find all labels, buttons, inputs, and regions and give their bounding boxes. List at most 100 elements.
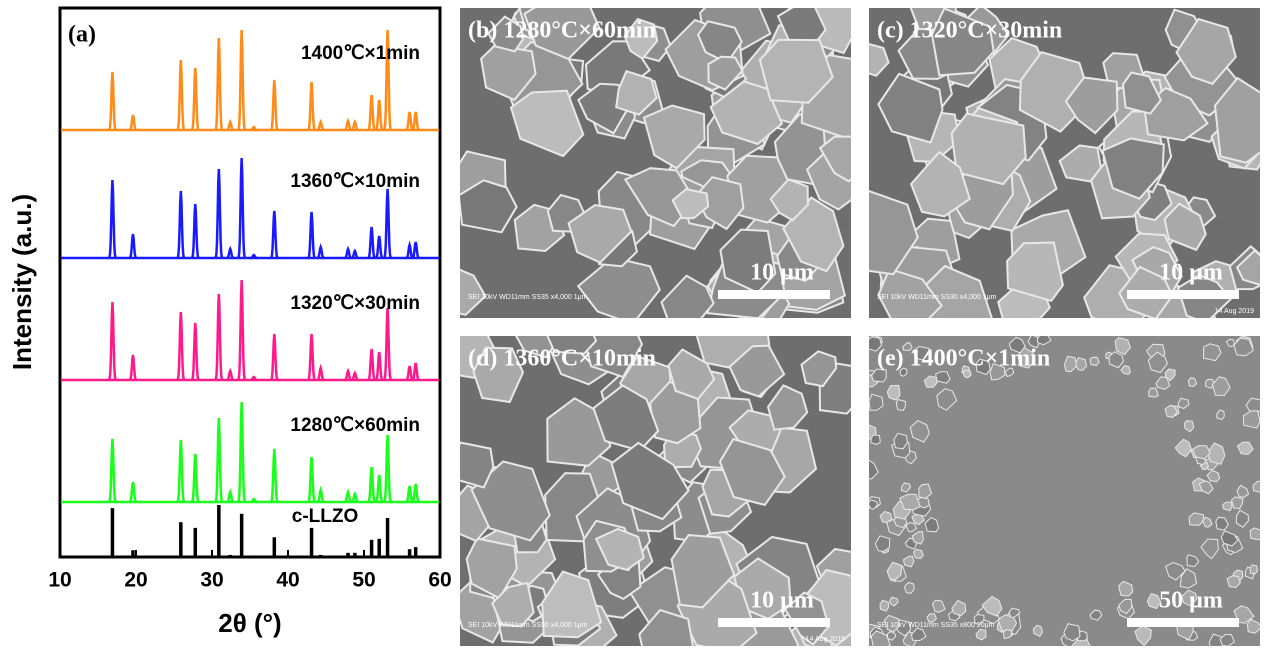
peak — [307, 333, 316, 381]
peak — [226, 245, 234, 260]
grain — [911, 531, 924, 545]
peak — [250, 125, 258, 132]
peak — [176, 190, 186, 259]
peak — [176, 59, 186, 131]
peak — [405, 111, 414, 132]
image-info: SEI 10kV WD11mm SS35 x4,000 1μm — [468, 294, 588, 301]
grain — [1121, 71, 1162, 115]
series-label: 1360℃×10min — [290, 171, 420, 192]
peak — [237, 29, 247, 131]
grain — [936, 388, 958, 411]
peak — [307, 81, 316, 131]
grain — [1114, 337, 1131, 356]
image-info: SEI 10kV WD11mm SS30 x4,000 1μm — [877, 294, 997, 301]
grain — [782, 196, 845, 273]
grain — [924, 517, 940, 533]
grain — [870, 368, 887, 383]
scale-bar — [718, 618, 830, 627]
grain — [610, 441, 690, 521]
grain — [869, 499, 879, 510]
grain — [1211, 376, 1231, 396]
grain — [886, 384, 901, 401]
grain — [951, 599, 967, 616]
peak — [214, 37, 224, 131]
grain — [870, 434, 881, 445]
grain — [912, 548, 924, 560]
grain — [1174, 438, 1192, 458]
sem-image: (d) 1360°C×10min 10 µm SEI 10kV WD11mm SS3… — [460, 336, 851, 646]
y-axis-label: Intensity (a.u.) — [7, 194, 37, 370]
grain — [718, 437, 786, 507]
grain — [1179, 568, 1198, 589]
grain — [1037, 336, 1052, 346]
peak — [344, 245, 352, 260]
peak — [190, 203, 200, 259]
grain — [472, 346, 525, 404]
grain — [973, 613, 985, 626]
peak — [383, 434, 393, 503]
grain — [800, 350, 838, 388]
grain — [900, 482, 911, 493]
peak — [250, 375, 258, 382]
grain — [905, 522, 918, 533]
grain — [910, 627, 927, 642]
peak — [107, 179, 117, 259]
peak — [316, 363, 325, 382]
grain — [870, 630, 891, 646]
x-tick-label: 30 — [200, 569, 223, 592]
grain — [1181, 589, 1198, 607]
sem-image: (c) 1320°C×30min 10 µm SEI 10kV WD11mm SS3… — [869, 8, 1260, 318]
grain — [874, 535, 891, 552]
grain — [889, 596, 899, 607]
peak — [382, 29, 393, 131]
peak — [237, 157, 247, 259]
peak — [405, 485, 414, 504]
grain — [1146, 593, 1162, 610]
series-label: 1400℃×1min — [301, 43, 420, 64]
grain — [1089, 356, 1100, 366]
grain — [460, 179, 518, 234]
x-tick-label: 10 — [48, 569, 71, 592]
grain — [523, 8, 601, 61]
peak — [226, 367, 234, 382]
grain — [1063, 623, 1081, 642]
grain — [1164, 404, 1178, 418]
peak — [214, 417, 224, 503]
grain — [1191, 445, 1211, 460]
grain — [1233, 337, 1254, 357]
grain — [671, 188, 710, 220]
grain — [883, 614, 901, 633]
grain — [1215, 516, 1229, 531]
grain — [975, 628, 987, 641]
peak — [375, 99, 384, 132]
grain — [903, 581, 915, 594]
peak — [383, 307, 393, 381]
grain — [1198, 480, 1214, 495]
panel-label: (a) — [68, 22, 96, 48]
image-label: (c) 1320°C×30min — [877, 18, 1062, 44]
grain — [879, 599, 890, 612]
grain — [869, 42, 890, 77]
peak — [190, 322, 200, 381]
grain — [909, 150, 971, 218]
grain — [1147, 351, 1168, 374]
grain — [491, 581, 535, 628]
grain — [1188, 512, 1205, 526]
peak — [344, 367, 352, 382]
grain — [1134, 625, 1152, 646]
texture — [460, 8, 851, 318]
sem-image: (b) 1280°C×60min 10 µm SEI 10kV WD11mm SS3… — [460, 8, 851, 318]
reference-label: c-LLZO — [292, 506, 359, 527]
grain — [950, 112, 1027, 186]
grain — [886, 631, 897, 641]
grain — [902, 555, 915, 568]
grain — [707, 55, 744, 91]
image-date: 14 Aug 2019 — [1215, 308, 1254, 315]
peak — [176, 311, 186, 381]
peak — [375, 235, 384, 260]
grain — [638, 608, 694, 646]
image-label: (b) 1280°C×60min — [468, 18, 656, 44]
grain — [758, 38, 834, 104]
grain — [869, 393, 884, 411]
